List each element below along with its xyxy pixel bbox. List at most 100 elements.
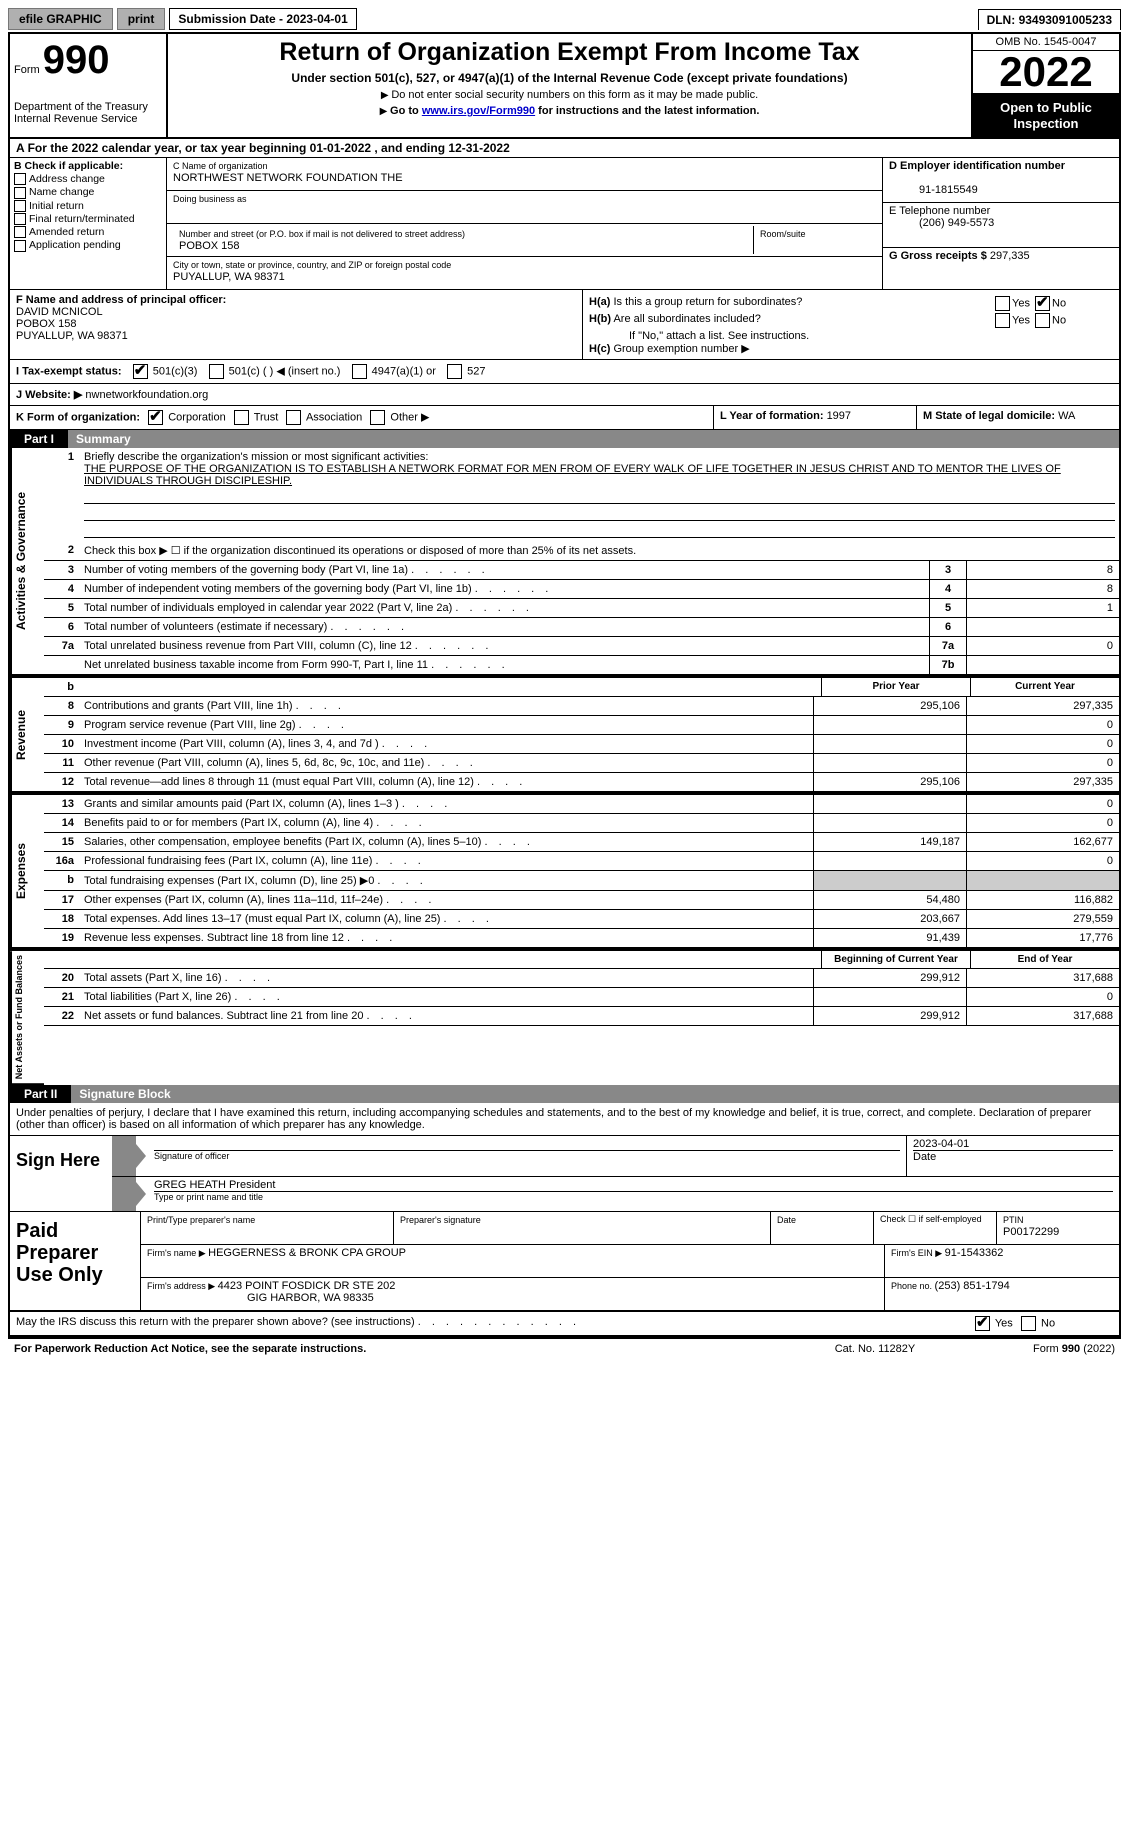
website-label: J Website: ▶: [16, 389, 85, 401]
chk-501c3[interactable]: [133, 364, 148, 379]
col-current-year: Current Year: [970, 678, 1119, 696]
firm-addr2: GIG HARBOR, WA 98335: [247, 1292, 374, 1304]
chk-item[interactable]: Amended return: [14, 226, 162, 238]
summary-line: 10Investment income (Part VIII, column (…: [44, 735, 1119, 754]
hb-yes[interactable]: [995, 313, 1010, 328]
box-j: J Website: ▶ nwnetworkfoundation.org: [10, 384, 1119, 406]
hb-no[interactable]: [1035, 313, 1050, 328]
dln: DLN: 93493091005233: [978, 9, 1121, 30]
paid-preparer-label: Paid Preparer Use Only: [10, 1212, 140, 1310]
summary-line: 5Total number of individuals employed in…: [44, 599, 1119, 618]
summary-line: 20Total assets (Part X, line 16) . . . .…: [44, 969, 1119, 988]
box-b: B Check if applicable: Address changeNam…: [10, 158, 167, 289]
summary-line: 17Other expenses (Part IX, column (A), l…: [44, 891, 1119, 910]
chk-item[interactable]: Address change: [14, 173, 162, 185]
summary-line: bTotal fundraising expenses (Part IX, co…: [44, 871, 1119, 891]
chk-item[interactable]: Final return/terminated: [14, 213, 162, 225]
ptin-value: P00172299: [1003, 1226, 1059, 1238]
officer-name-label: Type or print name and title: [154, 1191, 1113, 1202]
firm-ein-label: Firm's EIN ▶: [891, 1248, 945, 1258]
officer-addr2: PUYALLUP, WA 98371: [16, 330, 128, 342]
firm-name-label: Firm's name ▶: [147, 1248, 208, 1258]
sign-here-block: Sign Here Signature of officer 2023-04-0…: [10, 1136, 1119, 1212]
ha-no[interactable]: [1035, 296, 1050, 311]
chk-4947[interactable]: [352, 364, 367, 379]
officer-name: DAVID MCNICOL: [16, 306, 103, 318]
sign-here-label: Sign Here: [10, 1136, 112, 1211]
dept-treasury: Department of the Treasury Internal Reve…: [14, 101, 162, 125]
arrow-icon: [112, 1177, 136, 1211]
hc-label: Group exemption number ▶: [613, 343, 749, 355]
form-number: 990: [43, 38, 110, 82]
discuss-yes[interactable]: [975, 1316, 990, 1331]
tax-year: 2022: [973, 51, 1119, 94]
gross-label: G Gross receipts $: [889, 250, 990, 262]
col-end-year: End of Year: [970, 951, 1119, 968]
penalty-statement: Under penalties of perjury, I declare th…: [10, 1103, 1119, 1136]
discuss-row: May the IRS discuss this return with the…: [10, 1312, 1119, 1337]
chk-item[interactable]: Initial return: [14, 200, 162, 212]
summary-line: 15Salaries, other compensation, employee…: [44, 833, 1119, 852]
chk-501c[interactable]: [209, 364, 224, 379]
chk-item[interactable]: Application pending: [14, 239, 162, 251]
part-2-title: Signature Block: [71, 1085, 1119, 1103]
chk-trust[interactable]: [234, 410, 249, 425]
firm-phone: (253) 851-1794: [935, 1280, 1010, 1292]
header-left: Form 990 Department of the Treasury Inte…: [10, 34, 168, 137]
netassets-section: Net Assets or Fund Balances Beginning of…: [10, 949, 1119, 1085]
chk-assoc[interactable]: [286, 410, 301, 425]
form-frame: Form 990 Department of the Treasury Inte…: [8, 32, 1121, 1339]
part-2-num: Part II: [10, 1085, 71, 1103]
form-title: Return of Organization Exempt From Incom…: [174, 38, 965, 67]
prep-selfemp-label: Check ☐ if self-employed: [874, 1212, 997, 1244]
firm-addr-label: Firm's address ▶: [147, 1281, 218, 1291]
print-btn[interactable]: print: [117, 8, 166, 30]
prep-name-label: Print/Type preparer's name: [147, 1215, 255, 1225]
line-b: b: [44, 678, 80, 696]
open-to-public: Open to Public Inspection: [973, 94, 1119, 137]
paperwork-notice: For Paperwork Reduction Act Notice, see …: [14, 1343, 795, 1355]
discuss-no[interactable]: [1021, 1316, 1036, 1331]
domicile-label: M State of legal domicile:: [923, 410, 1058, 422]
summary-line: 18Total expenses. Add lines 13–17 (must …: [44, 910, 1119, 929]
vtab-netassets: Net Assets or Fund Balances: [10, 951, 44, 1085]
revenue-section: Revenue b Prior Year Current Year 8Contr…: [10, 676, 1119, 793]
mission-text: THE PURPOSE OF THE ORGANIZATION IS TO ES…: [84, 463, 1061, 487]
efile-btn[interactable]: efile GRAPHIC: [8, 8, 113, 30]
chk-corp[interactable]: [148, 410, 163, 425]
irs-link[interactable]: www.irs.gov/Form990: [422, 105, 535, 117]
col-prior-year: Prior Year: [821, 678, 970, 696]
box-f: F Name and address of principal officer:…: [10, 290, 583, 359]
firm-name: HEGGERNESS & BRONK CPA GROUP: [208, 1247, 406, 1259]
dba-label: Doing business as: [173, 194, 247, 204]
chk-other[interactable]: [370, 410, 385, 425]
line-a: A For the 2022 calendar year, or tax yea…: [10, 139, 1119, 158]
part-1-num: Part I: [10, 430, 68, 448]
hb-label: Are all subordinates included?: [613, 313, 760, 325]
box-c: C Name of organization NORTHWEST NETWORK…: [167, 158, 883, 289]
ein-label: D Employer identification number: [889, 160, 1065, 172]
governance-section: Activities & Governance 1 Briefly descri…: [10, 448, 1119, 676]
part-2-header: Part II Signature Block: [10, 1085, 1119, 1103]
chk-item[interactable]: Name change: [14, 186, 162, 198]
chk-527[interactable]: [447, 364, 462, 379]
ein-value: 91-1815549: [919, 184, 978, 196]
box-b-head: B Check if applicable:: [14, 160, 162, 172]
officer-printed-name: GREG HEATH President: [154, 1179, 275, 1191]
firm-phone-label: Phone no.: [891, 1281, 935, 1291]
summary-line: 11Other revenue (Part VIII, column (A), …: [44, 754, 1119, 773]
subtitle-3: Go to www.irs.gov/Form990 for instructio…: [174, 105, 965, 117]
summary-line: 8Contributions and grants (Part VIII, li…: [44, 697, 1119, 716]
form-ref: Form 990 (2022): [955, 1343, 1115, 1355]
phone-label: E Telephone number: [889, 205, 990, 217]
header-center: Return of Organization Exempt From Incom…: [168, 34, 971, 137]
topbar: efile GRAPHIC print Submission Date - 20…: [8, 8, 1121, 30]
ha-yes[interactable]: [995, 296, 1010, 311]
summary-line: 2Check this box ▶ ☐ if the organization …: [44, 541, 1119, 561]
paid-preparer-block: Paid Preparer Use Only Print/Type prepar…: [10, 1212, 1119, 1312]
firm-addr1: 4423 POINT FOSDICK DR STE 202: [218, 1280, 396, 1292]
box-de: D Employer identification number 91-1815…: [883, 158, 1119, 289]
sig-date: 2023-04-01: [913, 1138, 969, 1150]
vtab-revenue: Revenue: [10, 678, 44, 793]
part-1-title: Summary: [68, 430, 1119, 448]
